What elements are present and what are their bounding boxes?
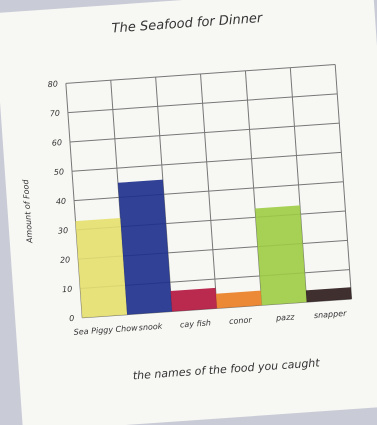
y-tick-label: 20: [60, 255, 71, 265]
y-tick-label: 60: [52, 138, 63, 148]
bar: [118, 180, 172, 315]
x-tick-label: snook: [138, 322, 163, 333]
bar: [255, 205, 307, 305]
y-tick-label: 50: [54, 167, 65, 177]
y-tick-label: 40: [56, 197, 67, 207]
y-tick-label: 0: [69, 314, 75, 323]
x-tick-label: conor: [229, 315, 253, 326]
y-tick-label: 30: [58, 226, 69, 236]
y-tick-label: 10: [62, 285, 73, 295]
bar: [75, 218, 127, 318]
page: {"chart_data": {"type": "bar", "title": …: [0, 0, 377, 425]
x-tick-label: pazz: [275, 312, 296, 322]
chart: The Seafood for Dinner Amount of Food th…: [0, 0, 377, 425]
paper: The Seafood for Dinner Amount of Food th…: [0, 0, 377, 425]
bar: [216, 291, 262, 309]
bar: [171, 288, 217, 312]
y-tick-label: 70: [49, 109, 60, 119]
y-tick-label: 80: [47, 79, 58, 89]
